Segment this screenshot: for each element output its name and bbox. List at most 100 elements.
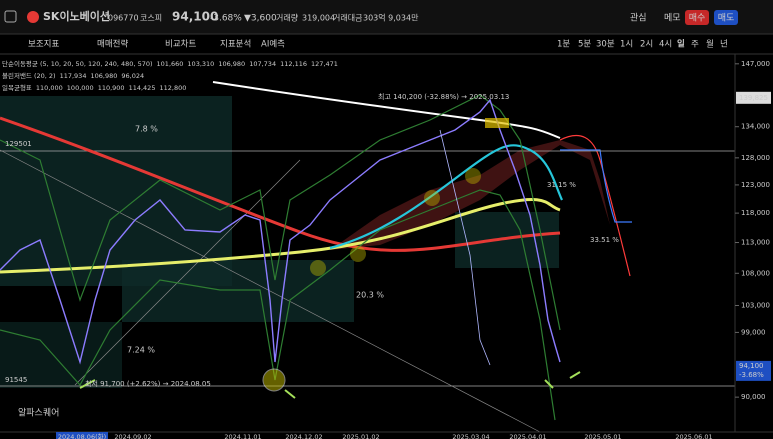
legend-value: 114,425 (129, 84, 156, 92)
btn-buy[interactable]: 매수 (689, 13, 706, 24)
amount-label: 거래대금 (333, 14, 362, 23)
y-tick-label: 118,000 (741, 209, 770, 217)
period-button[interactable]: 일 (677, 39, 685, 50)
legend-value: 117,934 (60, 72, 87, 80)
last-tag-change: -3.68% (739, 371, 764, 379)
high-tag: 139,825 (739, 94, 768, 102)
period-button[interactable]: 주 (691, 40, 699, 50)
header-bg (0, 0, 773, 34)
tool-button[interactable]: 보조지표 (28, 40, 59, 50)
legend-value: 112,800 (159, 84, 186, 92)
tool-button[interactable]: 비교차트 (165, 40, 196, 50)
legend-value: 103,310 (187, 60, 214, 68)
legend-value: 106,980 (218, 60, 245, 68)
watermark: 알파스퀘어 (18, 408, 59, 419)
marker (310, 260, 326, 276)
y-tick-label: 99,000 (741, 328, 766, 336)
price-line (0, 98, 561, 365)
arrow (79, 371, 581, 399)
y-tick-label: 134,000 (741, 123, 770, 131)
trend-line (74, 159, 301, 386)
legend-name: 단순이동평균 (5, 10, 20, 50, 120, 240, 480, 57… (2, 59, 153, 68)
annotation: 91545 (5, 376, 27, 384)
legend-value: 112,116 (280, 60, 307, 68)
period-button[interactable]: 5분 (578, 40, 591, 50)
y-tick-label: 103,000 (741, 301, 770, 309)
legend-value: 101,660 (157, 60, 184, 68)
volume-label: 거래량 (276, 13, 299, 23)
ma-50 (329, 144, 563, 250)
x-tick-label: 2025.06.01 (675, 433, 712, 439)
tool-button[interactable]: 매매전략 (97, 39, 128, 50)
bb-lower (0, 189, 556, 421)
y-tick-label: 108,000 (741, 269, 770, 277)
zone (0, 322, 122, 388)
tool-button[interactable]: AI예측 (261, 39, 285, 50)
annotation: 33.51 % (590, 236, 619, 244)
logo (27, 11, 39, 23)
annotation: 20.3 % (356, 291, 384, 300)
volume: 319,004 (302, 14, 335, 23)
market: 코스피 (140, 14, 162, 23)
x-tick-label: 2025.05.01 (584, 433, 621, 439)
legend-name: 볼린저밴드 (20, 2) (2, 71, 56, 80)
x-tick-label: 2024.09.02 (114, 433, 151, 439)
period-button[interactable]: 년 (720, 39, 728, 50)
zone (122, 260, 354, 322)
toolbar: 보조지표 매매전략 비교차트 지표분석 AI예측 1분 5분 30분 1시 2시 4시 일 주 월 년 (28, 39, 728, 50)
chart-area: 7.8 % 129501 20.3 % 7.24 % 91545 최저 91,7… (0, 81, 735, 433)
period-button[interactable]: 4시 (659, 40, 672, 50)
x-tick-label: 2024.08.06(화) (58, 433, 106, 439)
price-axis: 147,000 134,000 128,000 123,000 118,000 113,0… (56, 60, 771, 439)
annotation: 최고 140,200 (-32.88%) → 2025.03.13 (378, 92, 509, 101)
marker-box (485, 118, 509, 128)
legend: 단순이동평균 (5, 10, 20, 50, 120, 240, 480, 57… (2, 59, 338, 92)
btn-sell[interactable]: 매도 (718, 13, 735, 24)
price: 94,100 (172, 10, 218, 24)
legend-value: 106,980 (90, 72, 117, 80)
annotation: 31.15 % (547, 181, 576, 189)
btn-sell-bg[interactable] (714, 10, 738, 25)
period-button[interactable]: 30분 (596, 40, 615, 50)
legend-value: 110,900 (98, 84, 125, 92)
legend-value: 96,024 (121, 72, 144, 80)
legend-value: 107,734 (249, 60, 276, 68)
btn-buy-bg[interactable] (685, 10, 709, 25)
change: ▼3,600 (244, 14, 277, 24)
trend-line (0, 149, 541, 433)
period-button[interactable]: 월 (706, 39, 714, 50)
high-tag-bg (736, 91, 771, 104)
period-button[interactable]: 1분 (557, 40, 570, 50)
y-tick-label: 123,000 (741, 181, 770, 189)
btn-memo[interactable]: 메모 (664, 13, 681, 24)
last-tag-bg (736, 360, 771, 381)
legend-value: 110,000 (36, 84, 63, 92)
marker (262, 368, 286, 392)
period-button[interactable]: 1시 (620, 40, 633, 50)
x-tick-label: 2025.04.01 (509, 433, 546, 439)
annotation: 7.24 % (127, 346, 155, 355)
amount: 303억 9,034만 (363, 13, 419, 23)
y-tick-label: 147,000 (741, 60, 770, 68)
period-button[interactable]: 2시 (640, 40, 653, 50)
marker (465, 168, 481, 184)
btn-watch[interactable]: 관심 (630, 13, 647, 24)
stock-name: SK이노베이션 (43, 9, 110, 23)
menu-icon[interactable] (4, 10, 17, 23)
tool-button[interactable]: 지표분석 (220, 39, 251, 50)
date-highlight (56, 432, 108, 439)
cloud-line (559, 135, 631, 277)
annotation: 최저 91,700 (+2.62%) → 2024.08.05 (85, 379, 211, 388)
annotation: 129501 (5, 140, 32, 148)
x-tick-label: 2025.01.02 (342, 433, 379, 439)
x-tick-label: 2024.11.01 (224, 433, 261, 439)
legend-name: 일목균형표 (2, 83, 32, 92)
legend-value: 127,471 (311, 60, 338, 68)
lagging-line (439, 129, 491, 366)
x-tick-label: 2025.03.04 (452, 433, 489, 439)
last-tag: 94,100 (739, 362, 764, 370)
stock-code: 096770 (108, 14, 139, 23)
legend-value: 100,000 (67, 84, 94, 92)
header: SK이노베이션 096770 코스피 94,100 -3.68% ▼3,600 … (0, 0, 773, 34)
